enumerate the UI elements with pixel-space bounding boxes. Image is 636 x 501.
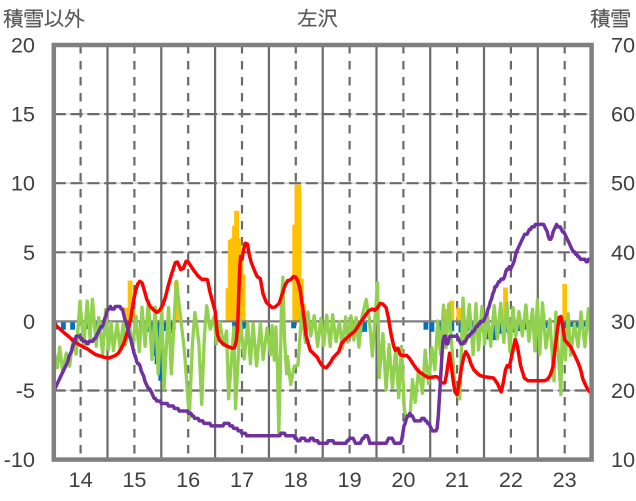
svg-text:15: 15 (122, 467, 146, 492)
svg-text:18: 18 (284, 467, 308, 492)
svg-text:15: 15 (11, 102, 35, 127)
svg-text:50: 50 (611, 171, 635, 196)
svg-text:20: 20 (11, 33, 35, 58)
svg-text:0: 0 (23, 309, 35, 334)
svg-text:22: 22 (499, 467, 523, 492)
svg-text:17: 17 (230, 467, 254, 492)
svg-text:10: 10 (611, 447, 635, 472)
svg-text:40: 40 (611, 240, 635, 265)
svg-text:14: 14 (69, 467, 93, 492)
svg-text:20: 20 (391, 467, 415, 492)
svg-text:19: 19 (338, 467, 362, 492)
svg-text:16: 16 (176, 467, 200, 492)
svg-text:60: 60 (611, 102, 635, 127)
svg-text:20: 20 (611, 378, 635, 403)
svg-text:70: 70 (611, 33, 635, 58)
svg-text:21: 21 (445, 467, 469, 492)
svg-text:-5: -5 (16, 378, 35, 403)
svg-text:23: 23 (553, 467, 577, 492)
svg-text:-10: -10 (4, 447, 35, 472)
svg-text:5: 5 (23, 240, 35, 265)
svg-text:10: 10 (11, 171, 35, 196)
svg-text:30: 30 (611, 309, 635, 334)
